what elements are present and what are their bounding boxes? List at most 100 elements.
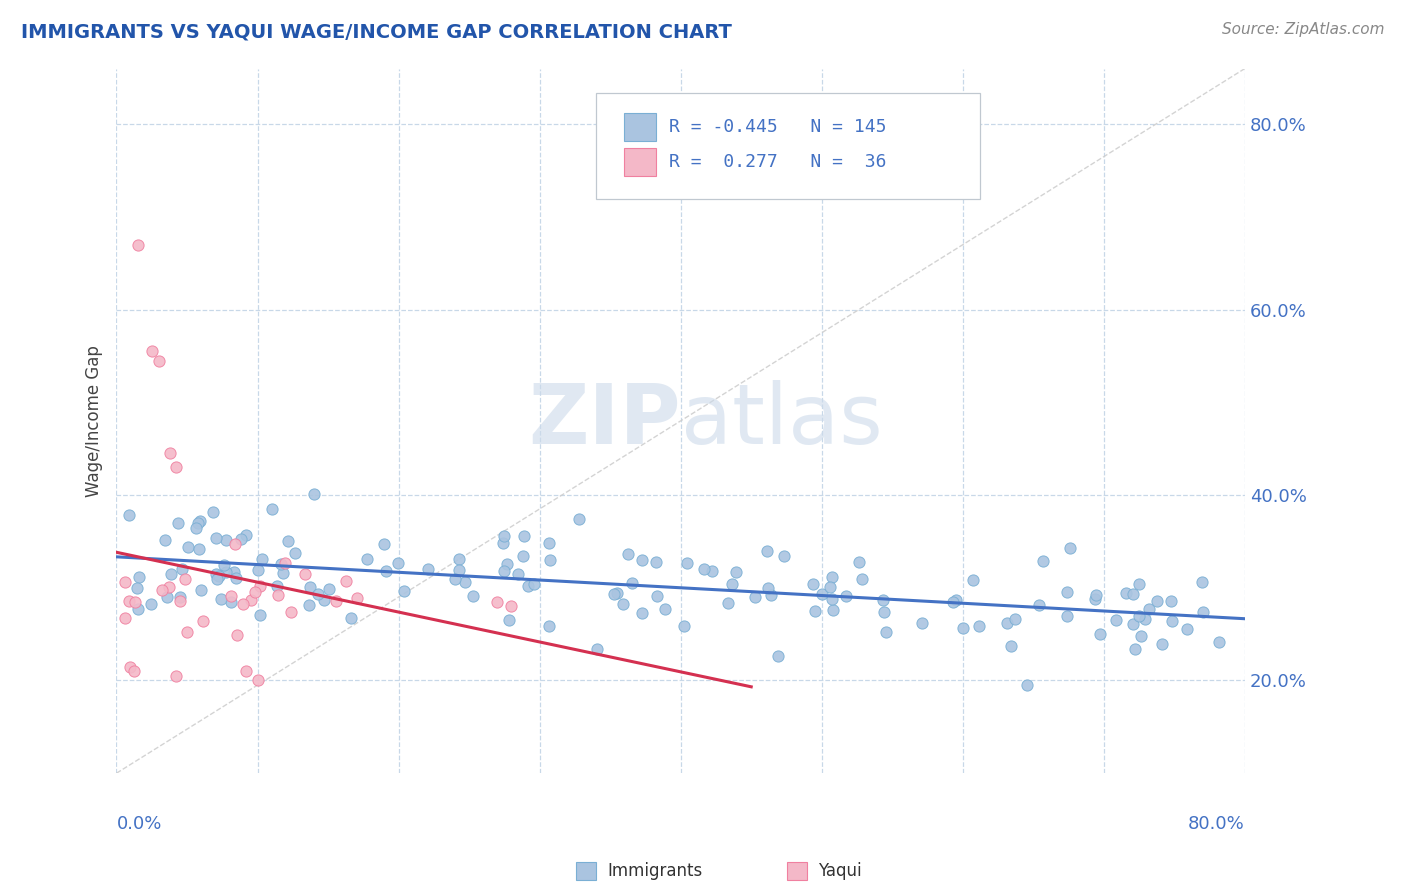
Text: 80.0%: 80.0% <box>1188 815 1244 833</box>
Point <box>139 597 162 611</box>
Point <box>207 572 229 586</box>
Point <box>848 555 870 569</box>
Point <box>516 579 538 593</box>
Point <box>1000 639 1022 653</box>
Point <box>617 547 640 561</box>
Point <box>602 587 624 601</box>
Point <box>271 566 294 581</box>
Point <box>818 580 841 594</box>
Point <box>492 564 515 578</box>
Point <box>243 585 266 599</box>
Point <box>114 611 136 625</box>
Point <box>169 590 191 604</box>
Point <box>375 564 398 578</box>
Point <box>125 581 148 595</box>
Point <box>492 536 515 550</box>
Point <box>215 533 238 547</box>
Point <box>454 575 477 590</box>
Point <box>538 553 561 567</box>
Point <box>969 619 991 633</box>
Point <box>225 628 247 642</box>
Point <box>851 572 873 586</box>
Point <box>447 562 470 576</box>
Point <box>249 579 271 593</box>
Point <box>156 591 179 605</box>
Point <box>159 566 181 581</box>
Point <box>444 572 467 586</box>
Point <box>122 664 145 678</box>
Point <box>538 536 561 550</box>
Text: 0.0%: 0.0% <box>117 815 162 833</box>
Point <box>124 595 146 609</box>
Point <box>647 589 669 603</box>
Point <box>492 529 515 543</box>
Point <box>266 578 288 592</box>
Point <box>654 601 676 615</box>
Point <box>1152 637 1174 651</box>
Point <box>173 572 195 586</box>
Text: ZIP: ZIP <box>529 380 681 461</box>
Point <box>756 544 779 558</box>
Point <box>387 557 409 571</box>
FancyBboxPatch shape <box>624 148 655 177</box>
Point <box>1056 608 1078 623</box>
Point <box>1191 574 1213 589</box>
Point <box>463 590 485 604</box>
Text: Source: ZipAtlas.com: Source: ZipAtlas.com <box>1222 22 1385 37</box>
Text: R = -0.445   N = 145: R = -0.445 N = 145 <box>669 118 887 136</box>
Point <box>1015 678 1038 692</box>
Point <box>169 593 191 607</box>
Point <box>1085 588 1108 602</box>
Point <box>1059 541 1081 555</box>
Point <box>803 604 825 618</box>
Point <box>952 622 974 636</box>
Point <box>249 608 271 623</box>
Point <box>167 516 190 530</box>
Point <box>1028 599 1050 613</box>
Point <box>1160 594 1182 608</box>
Point <box>1056 585 1078 599</box>
Point <box>298 580 321 594</box>
Point <box>205 532 228 546</box>
Point <box>252 552 274 566</box>
Point <box>325 594 347 608</box>
Point <box>513 528 536 542</box>
Point <box>585 642 607 657</box>
Point <box>498 613 520 627</box>
Point <box>172 562 194 576</box>
Point <box>141 344 163 359</box>
Point <box>995 615 1018 630</box>
Point <box>1122 616 1144 631</box>
Point <box>118 593 141 607</box>
Point <box>247 563 270 577</box>
Point <box>606 585 628 599</box>
Point <box>875 624 897 639</box>
Point <box>721 576 744 591</box>
Point <box>1105 613 1128 627</box>
Point <box>270 558 292 572</box>
Point <box>942 595 965 609</box>
Point <box>700 564 723 578</box>
Point <box>538 619 561 633</box>
Point <box>821 592 844 607</box>
Point <box>159 446 181 460</box>
FancyBboxPatch shape <box>596 93 980 199</box>
Point <box>911 615 934 630</box>
Point <box>630 606 652 620</box>
Point <box>219 589 242 603</box>
Point <box>190 583 212 598</box>
Point <box>165 669 187 683</box>
Point <box>208 568 231 582</box>
Point <box>346 591 368 606</box>
Point <box>155 533 177 547</box>
Point <box>373 537 395 551</box>
Point <box>1133 612 1156 626</box>
Point <box>127 602 149 616</box>
Point <box>1128 609 1150 624</box>
Point <box>307 587 329 601</box>
Point <box>773 549 796 564</box>
Y-axis label: Wage/Income Gap: Wage/Income Gap <box>86 345 103 497</box>
Point <box>246 673 269 688</box>
Point <box>506 566 529 581</box>
Point <box>1084 591 1107 606</box>
